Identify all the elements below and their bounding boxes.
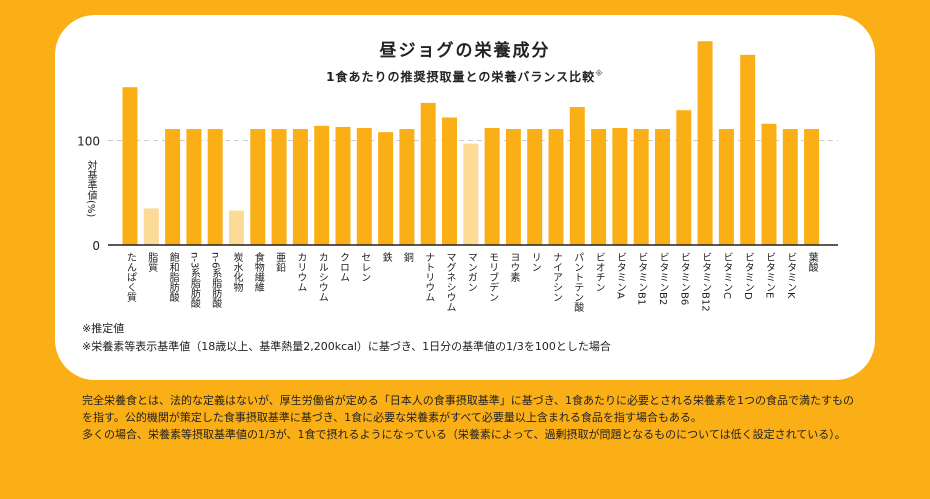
x-tick-label: マンガン [465,252,476,292]
x-tick-label: 食物繊維 [252,251,264,292]
bar-カリウム [292,129,308,245]
subtitle-note-mark: ※ [595,69,604,78]
bar-マグネシウム [442,117,457,245]
y-tick-label: 100 [77,135,100,149]
x-tick-label: ビタミンB12 [700,252,712,312]
x-tick-label: たんぱく質 [125,252,137,303]
x-tick-label: ナイアシン [551,252,563,302]
x-tick-label: カルシウム [316,252,328,302]
bar-ビタミンC [718,129,734,245]
x-tick-label: ビタミンB2 [657,252,669,305]
description-paragraph: 完全栄養食とは、法的な定義はないが、厚生労働省が定める「日本人の食事摂取基準」に… [82,394,855,424]
bar-セレン [356,127,372,245]
bar-モリブデン [484,127,500,245]
x-tick-label: ナトリウム [423,252,435,302]
x-tick-label: ビタミンA [614,252,626,299]
bar-ビタミンK [782,129,798,245]
bar-銅 [399,129,415,245]
bar-亜鉛 [271,129,287,245]
x-tick-label: 銅 [401,251,413,262]
description-paragraph: 多くの場合、栄養素等摂取基準値の1/3が、1食で摂れるようになっている（栄養素に… [82,428,846,441]
bar-たんぱく質 [122,87,138,245]
bar-ビタミンB1 [633,129,649,245]
bar-飽和脂肪酸 [165,129,181,245]
subtitle-text: 1食あたりの推奨摂取量との栄養バランス比較 [326,70,596,84]
x-tick-label: 脂質 [146,251,158,273]
x-tick-label: ビタミンK [785,252,797,299]
chart-title: 昼ジョグの栄養成分 [379,41,551,61]
x-tick-label: ビタミンE [764,252,776,299]
x-tick-label: パントテン酸 [572,252,584,313]
bar-ビタミンB6 [676,110,692,245]
bar-葉酸 [804,129,820,245]
bar-パントテン酸 [569,107,585,245]
x-tick-label: リン [529,252,540,272]
x-tick-label: ビタミンB6 [678,252,690,305]
bar-ナイアシン [548,129,564,245]
x-tick-label: ビタミンB1 [636,252,648,305]
y-tick-label: 0 [92,239,100,253]
y-axis-label: 対基準値(%) [85,160,96,218]
bar-炭水化物 [229,210,244,245]
bar-ビオチン [591,129,607,245]
bar-ビタミンE [761,123,777,245]
x-tick-label: 葉酸 [806,251,818,273]
notes: ※推定値 ※栄養素等表示基準値（18歳以上、基準熱量2,200kcal）に基づき… [82,320,611,356]
chart-subtitle: 1食あたりの推奨摂取量との栄養バランス比較※ [0,68,930,85]
bar-ビタミンD [740,54,756,246]
bar-脂質 [143,208,159,245]
bar-n-3系脂肪酸 [186,129,202,245]
x-tick-label: カリウム [295,252,307,292]
bar-ナトリウム [420,102,436,245]
bar-リン [527,129,543,245]
bar-カルシウム [314,125,330,245]
x-tick-label: マグネシウム [444,252,456,312]
x-tick-label: ビタミンC [721,252,733,299]
x-tick-label: ビオチン [593,252,604,292]
bar-n-6系脂肪酸 [207,129,223,245]
bar-ヨウ素 [505,129,521,245]
x-tick-label: n-3系脂肪酸 [188,252,200,309]
bar-ビタミンA [612,127,628,245]
bar-マンガン [463,143,479,245]
bar-chart: 0 100 たんぱく質 脂質 飽和脂肪酸 n-3系脂肪酸 n-6系脂肪酸 炭水化物 食物繊維 亜鉛… [77,41,838,313]
bar-ビタミンB12 [697,41,713,245]
bar-鉄 [378,132,394,245]
x-tick-label: クロム [338,252,350,282]
x-tick-label: 飽和脂肪酸 [167,251,179,303]
x-tick-label: モリブデン [487,252,499,302]
description: 完全栄養食とは、法的な定義はないが、厚生労働省が定める「日本人の食事摂取基準」に… [82,392,857,443]
bar-食物繊維 [250,129,266,245]
x-tick-label: セレン [359,252,371,282]
x-tick-label: ビタミンD [742,252,754,300]
bar-ビタミンB2 [655,129,670,245]
x-tick-label: n-6系脂肪酸 [210,252,222,309]
bar-クロム [335,126,351,245]
x-tick-label: 炭水化物 [231,252,243,293]
x-tick-label: ヨウ素 [508,252,520,282]
x-tick-label: 亜鉛 [274,252,286,273]
note-estimated: ※推定値 [82,322,125,335]
x-tick-label: 鉄 [380,251,392,263]
note-basis: ※栄養素等表示基準値（18歳以上、基準熱量2,200kcal）に基づき、1日分の… [82,340,611,353]
